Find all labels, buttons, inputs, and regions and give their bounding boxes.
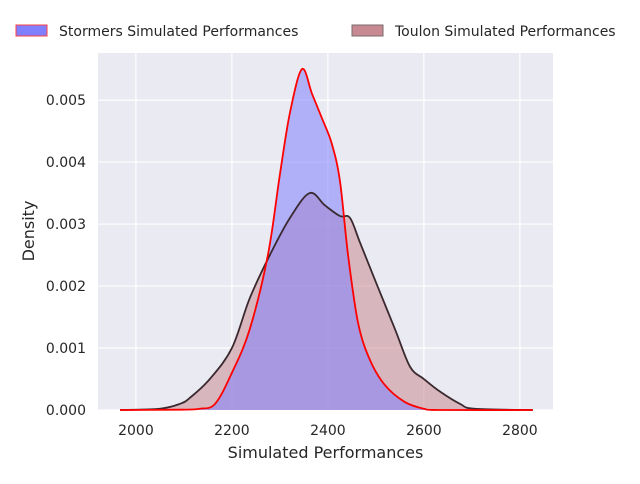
y-axis-label: Density (19, 201, 38, 262)
y-tick-label: 0.005 (46, 93, 86, 109)
x-axis-label: Simulated Performances (228, 443, 424, 462)
x-tick-label: 2400 (310, 423, 346, 439)
stormers-density-area (120, 68, 533, 411)
x-tick-label: 2200 (214, 423, 250, 439)
y-tick-label: 0.000 (46, 403, 86, 419)
y-tick-label: 0.003 (46, 217, 86, 233)
legend: Stormers Simulated Performances Toulon Si… (15, 24, 616, 40)
x-tick-label: 2000 (118, 423, 154, 439)
x-tick-labels: 2000 2200 2400 2600 2800 (118, 423, 538, 439)
legend-swatch-stormers (15, 24, 48, 37)
y-tick-label: 0.004 (46, 155, 86, 171)
y-tick-label: 0.001 (46, 341, 86, 357)
toulon-density-line (120, 191, 533, 411)
x-tick-label: 2600 (406, 423, 442, 439)
y-tick-label: 0.002 (46, 279, 86, 295)
legend-swatch-toulon (351, 24, 384, 37)
density-areas (120, 68, 533, 411)
x-tick-label: 2800 (502, 423, 538, 439)
legend-label-toulon: Toulon Simulated Performances (394, 24, 616, 40)
stormers-density-line (120, 68, 533, 411)
legend-label-stormers: Stormers Simulated Performances (59, 24, 298, 40)
y-tick-labels: 0.000 0.001 0.002 0.003 0.004 0.005 (46, 93, 86, 419)
